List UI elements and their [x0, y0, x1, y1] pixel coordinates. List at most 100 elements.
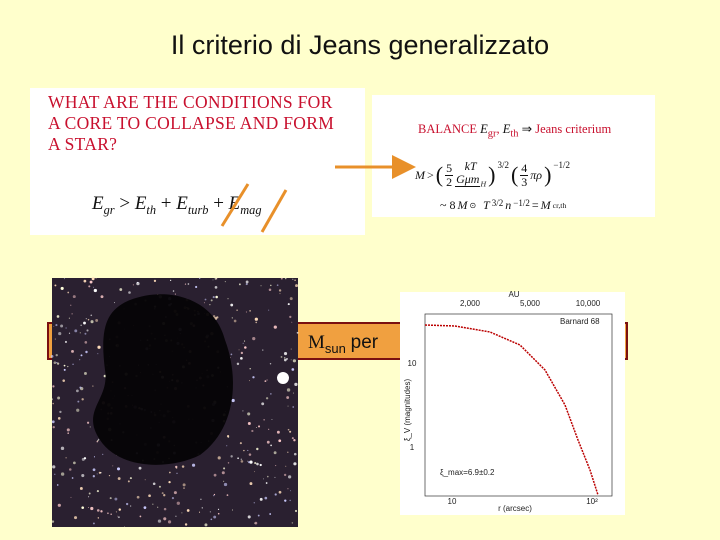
- star: [51, 520, 55, 523]
- star: [86, 329, 89, 332]
- star: [269, 363, 272, 365]
- star: [51, 420, 55, 424]
- star: [63, 278, 66, 280]
- star: [240, 458, 243, 460]
- star: [163, 517, 167, 521]
- star: [291, 522, 294, 524]
- star: [76, 389, 79, 393]
- star: [217, 456, 221, 460]
- star: [114, 302, 115, 304]
- star: [283, 358, 287, 362]
- mass: M: [415, 167, 425, 182]
- star: [153, 279, 157, 283]
- star: [50, 355, 54, 358]
- star: [65, 327, 67, 329]
- pi-rho: πρ: [530, 167, 543, 182]
- star: [176, 472, 178, 474]
- star: [86, 421, 90, 424]
- star: [88, 285, 91, 288]
- star: [136, 495, 140, 499]
- star: [90, 320, 94, 324]
- star: [290, 359, 292, 361]
- nebula-image: [50, 277, 299, 528]
- star: [249, 309, 251, 312]
- star: [92, 385, 94, 387]
- star: [95, 278, 97, 280]
- tick-label: 1: [410, 443, 415, 452]
- star: [257, 514, 260, 517]
- star: [116, 467, 121, 471]
- num: 5: [445, 160, 454, 176]
- star: [175, 467, 178, 469]
- star: [259, 463, 262, 467]
- star: [249, 482, 253, 486]
- star: [294, 382, 298, 386]
- star: [239, 442, 242, 445]
- star: [267, 475, 269, 478]
- star: [73, 461, 76, 465]
- star: [56, 484, 59, 486]
- star: [268, 428, 270, 430]
- star: [77, 400, 80, 403]
- star: [288, 475, 292, 479]
- star: [245, 311, 248, 313]
- msun: M: [308, 332, 325, 353]
- star: [293, 462, 297, 466]
- star: [83, 279, 87, 283]
- star: [226, 434, 230, 438]
- star: [278, 439, 282, 443]
- star: [71, 313, 73, 315]
- star: [152, 482, 156, 486]
- star: [161, 492, 164, 495]
- star: [209, 511, 211, 513]
- star: [270, 284, 272, 287]
- operator: >: [427, 167, 434, 182]
- star: [52, 402, 54, 405]
- symbol: E: [176, 193, 188, 214]
- star: [138, 466, 142, 470]
- star: [223, 467, 226, 470]
- star: [215, 295, 218, 299]
- star: [57, 503, 61, 507]
- star: [294, 279, 296, 282]
- star: [240, 357, 243, 360]
- star: [55, 324, 58, 327]
- dark-cloud: [93, 294, 233, 465]
- star: [72, 295, 76, 299]
- star: [223, 482, 228, 487]
- star: [280, 277, 283, 280]
- star: [55, 353, 58, 357]
- star: [66, 428, 70, 432]
- star: [97, 517, 100, 519]
- subscript: turb: [187, 202, 209, 217]
- paren: (: [510, 162, 519, 188]
- star: [92, 522, 95, 525]
- star: [280, 356, 283, 358]
- axis-label: r (arcsec): [498, 504, 532, 513]
- star: [254, 471, 256, 473]
- star: [252, 336, 256, 341]
- star: [81, 506, 85, 510]
- star: [210, 518, 213, 521]
- symbol: E: [502, 122, 511, 136]
- star: [74, 329, 78, 333]
- star: [56, 362, 58, 364]
- star: [249, 368, 251, 370]
- operator: >: [119, 193, 131, 214]
- star: [56, 362, 60, 365]
- star: [238, 349, 240, 351]
- question-box: [30, 88, 365, 235]
- star: [62, 379, 66, 382]
- star: [70, 496, 72, 498]
- axis-label: AU: [508, 290, 519, 299]
- star: [291, 437, 294, 440]
- star: [96, 473, 98, 475]
- tick-label: 10: [408, 359, 417, 368]
- star: [291, 321, 293, 323]
- star: [96, 441, 98, 443]
- star: [254, 521, 258, 525]
- star: [254, 522, 256, 524]
- star: [63, 364, 66, 367]
